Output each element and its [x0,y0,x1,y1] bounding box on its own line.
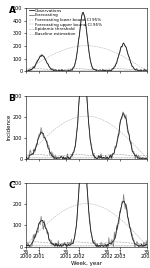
Text: C: C [9,181,15,190]
Y-axis label: Incidence: Incidence [7,114,12,140]
Text: A: A [9,6,15,15]
Legend: Observations, Forecasting, Forecasting lower bound CI 95%, Forecasting upper bou: Observations, Forecasting, Forecasting l… [29,9,102,36]
X-axis label: Week, year: Week, year [71,260,102,266]
Text: B: B [9,94,15,103]
